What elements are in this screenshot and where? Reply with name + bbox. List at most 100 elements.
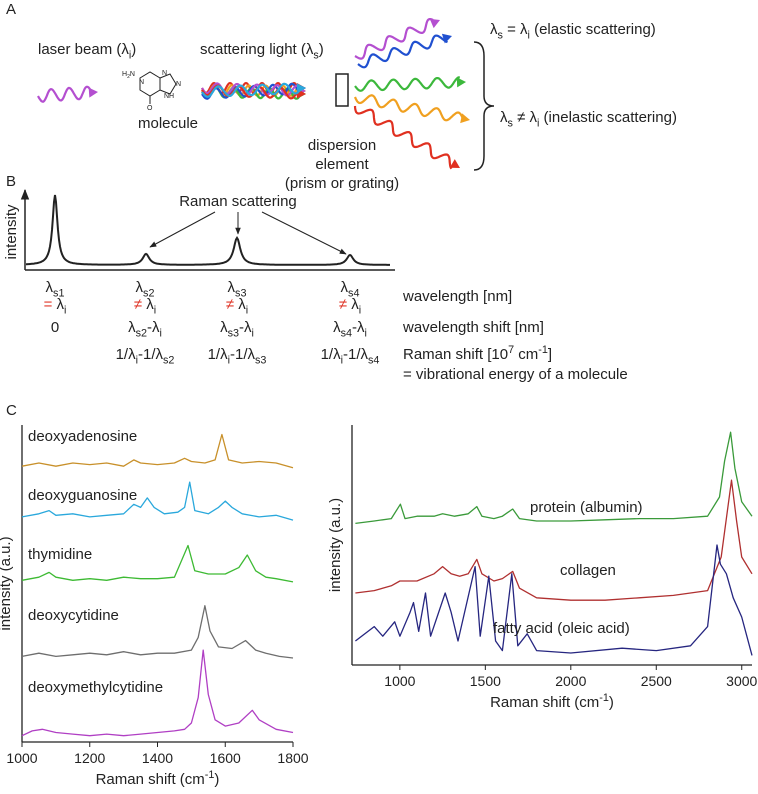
text-part: (inelastic scattering) bbox=[539, 109, 677, 126]
x-tick-label: 2500 bbox=[641, 673, 672, 689]
spectrum-line bbox=[355, 479, 753, 601]
dispersed-wave-head bbox=[441, 33, 452, 44]
dispersed-wave bbox=[353, 105, 453, 170]
text-part: N bbox=[139, 79, 144, 86]
text-part: i bbox=[252, 328, 254, 340]
text-part: s2 bbox=[136, 328, 147, 340]
spectrum-line bbox=[21, 649, 294, 737]
x-tick-label: 1200 bbox=[74, 750, 105, 766]
relation-label: ≠ λi bbox=[226, 296, 248, 317]
panel-label: C bbox=[6, 402, 17, 419]
text-part: wavelength shift [nm] bbox=[402, 319, 544, 336]
relation-label: ≠ λi bbox=[339, 296, 361, 317]
text-part: i bbox=[359, 305, 361, 317]
text-part: Raman scattering bbox=[179, 193, 297, 210]
spectrum-line bbox=[21, 544, 294, 583]
text-part: 0 bbox=[51, 319, 59, 336]
spectrum-line bbox=[355, 544, 753, 656]
text-part: intensity (a.u.) bbox=[327, 498, 344, 592]
relation-label: ≠ λi bbox=[134, 296, 156, 317]
text-part: λ bbox=[142, 296, 154, 313]
row-label: wavelength [nm] bbox=[402, 288, 512, 305]
elastic-label: λs = λi (elastic scattering) bbox=[490, 21, 656, 42]
text-part: λ bbox=[220, 319, 228, 336]
dispersion-element bbox=[335, 73, 349, 107]
text-part: λ bbox=[490, 21, 498, 38]
series-label: thymidine bbox=[28, 546, 92, 563]
text-part: i bbox=[228, 355, 230, 367]
x-tick-label: 1000 bbox=[6, 750, 37, 766]
atom-label: N bbox=[162, 70, 167, 77]
atom-label: NH bbox=[164, 93, 174, 100]
text-part: = vibrational energy of a molecule bbox=[403, 366, 628, 383]
text-part: Raman shift (cm bbox=[490, 694, 599, 711]
text-part: 7 bbox=[508, 344, 514, 356]
text-part: s4 bbox=[348, 288, 359, 300]
text-part: λ bbox=[136, 279, 144, 296]
text-part: Raman shift (cm bbox=[96, 771, 205, 788]
text-part: laser beam (λ bbox=[38, 41, 129, 58]
text-part: 1/λ bbox=[208, 346, 229, 363]
text-part: = λ bbox=[503, 21, 528, 38]
series-label: fatty acid (oleic acid) bbox=[493, 620, 630, 637]
text-part: (elastic scattering) bbox=[530, 21, 656, 38]
text-part: λ bbox=[128, 319, 136, 336]
scattered-wave bbox=[201, 82, 301, 97]
atom-label: N bbox=[139, 79, 144, 86]
x-axis-label: Raman shift (cm-1) bbox=[490, 692, 614, 711]
diagram-shapes bbox=[20, 41, 495, 271]
text-part: s1 bbox=[53, 288, 64, 300]
text-part: -λ bbox=[147, 319, 160, 336]
x-tick-label: 3000 bbox=[726, 673, 757, 689]
dispersed-wave bbox=[354, 76, 460, 92]
row-label: Raman shift [107 cm-1] bbox=[403, 344, 552, 363]
text-part: ) bbox=[609, 694, 614, 711]
dispersion-label: element bbox=[315, 156, 369, 173]
dispersed-wave-head bbox=[460, 113, 470, 124]
text-part: λ bbox=[228, 279, 236, 296]
scattered-wave-head bbox=[296, 83, 306, 94]
text-part: ) bbox=[131, 41, 136, 58]
text-part: N bbox=[176, 81, 181, 88]
text-part: s4 bbox=[341, 328, 352, 340]
text-part: s3 bbox=[235, 288, 246, 300]
text-part: dispersion bbox=[308, 137, 376, 154]
spectrum-line bbox=[21, 433, 294, 469]
annotation-arrow bbox=[261, 211, 347, 255]
relation-label: = λi bbox=[44, 296, 67, 317]
dispersed-wave-head bbox=[429, 18, 440, 29]
raman-label: 1/λi-1/λs3 bbox=[208, 346, 267, 367]
dispersed-wave-head bbox=[456, 77, 466, 88]
text-part: ) bbox=[214, 771, 219, 788]
text-part: ) bbox=[319, 41, 324, 58]
text-part: i bbox=[160, 328, 162, 340]
text-part: λ bbox=[500, 109, 508, 126]
series-label: deoxyadenosine bbox=[28, 428, 137, 445]
text-part: -λ bbox=[352, 319, 365, 336]
text-part: intensity (a.u.) bbox=[0, 536, 14, 630]
raman-label: 1/λi-1/λs4 bbox=[321, 346, 380, 367]
scattered-wave bbox=[201, 82, 301, 98]
molecule-label: molecule bbox=[138, 115, 198, 132]
text-part: -λ bbox=[239, 319, 252, 336]
x-tick-label: 1500 bbox=[470, 673, 501, 689]
scattering-label: scattering light (λs) bbox=[200, 41, 324, 62]
text-part: -1 bbox=[538, 344, 548, 356]
text-part: NH bbox=[164, 93, 174, 100]
atom-label: N bbox=[176, 81, 181, 88]
laser-wave bbox=[37, 85, 93, 103]
text-part: s2 bbox=[163, 355, 174, 367]
text-part: N bbox=[130, 71, 135, 78]
text-part: λ bbox=[341, 279, 349, 296]
x-tick-label: 1600 bbox=[210, 750, 241, 766]
text-part: λ bbox=[347, 296, 359, 313]
atom-label: H2N bbox=[122, 71, 135, 80]
series-label: deoxyguanosine bbox=[28, 487, 137, 504]
dispersed-wave-head bbox=[449, 159, 460, 168]
text-part: scattering light (λ bbox=[200, 41, 314, 58]
text-part: s bbox=[313, 50, 319, 62]
inelastic-label: λs ≠ λi (inelastic scattering) bbox=[500, 109, 677, 130]
text-part: ≠ bbox=[339, 296, 347, 313]
text-part: 2 bbox=[127, 74, 130, 80]
